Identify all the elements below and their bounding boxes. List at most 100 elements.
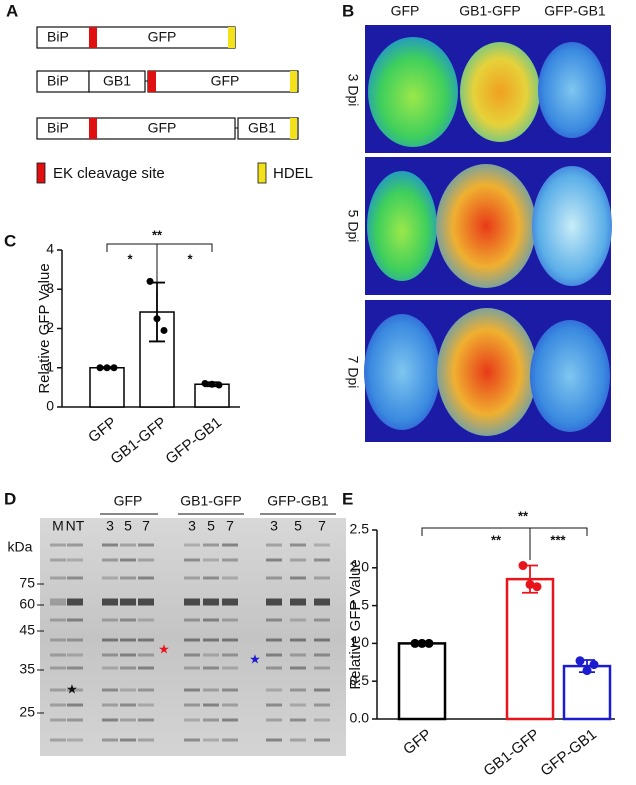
gel-band (50, 738, 66, 742)
gel-band (203, 638, 219, 642)
gel-band (266, 688, 282, 692)
y-tick-label: 0 (46, 398, 54, 414)
y-tick-label: 1 (46, 358, 54, 374)
significance-bracket (421, 527, 588, 536)
gel-band (50, 576, 66, 580)
group-label: GFP (114, 493, 143, 509)
gel-band (203, 543, 219, 547)
timepoint-label: 3 (188, 518, 196, 534)
y-tick-label: 3 (46, 280, 54, 296)
gel-band (50, 688, 66, 692)
y-tick-label: 2 (46, 319, 54, 335)
gel-band (222, 558, 238, 562)
gel-band (50, 618, 66, 622)
row-label: 3 Dpi (345, 74, 361, 107)
gel-band (314, 703, 330, 707)
y-axis-label: Relative GFP Value (347, 559, 364, 689)
gel-band (184, 688, 200, 692)
gel-band (120, 738, 136, 742)
gel-band (203, 618, 219, 622)
gel-band (314, 738, 330, 742)
gel-band (67, 718, 83, 722)
data-point (208, 380, 216, 388)
gel-band (290, 618, 306, 622)
gel-band (138, 688, 154, 692)
gel-band (266, 738, 282, 742)
gel-band (314, 666, 330, 670)
marker-label: 45 (19, 622, 35, 638)
gel-band (184, 666, 200, 670)
data-point (532, 582, 542, 592)
data-point (110, 364, 118, 372)
data-point (417, 638, 427, 648)
data-point (582, 666, 592, 676)
significance-label: *** (550, 532, 566, 547)
data-point (96, 364, 104, 372)
y-tick-label: 4 (46, 241, 54, 257)
gel-band (67, 618, 83, 622)
x-tick-label: GB1-GFP (481, 726, 543, 780)
gel-band (314, 558, 330, 562)
gel-band (50, 718, 66, 722)
marker-label: 75 (19, 575, 35, 591)
construct-diagram: BiP GFP BiP GB1 GFP BiP GFP GB1 EK cleav… (36, 26, 313, 184)
gel-band (222, 703, 238, 707)
domain-label: BiP (47, 73, 69, 89)
significance-bracket (106, 243, 213, 252)
significance-label: ** (152, 227, 163, 242)
x-tick-label: GFP-GB1 (163, 414, 225, 468)
data-point (424, 638, 434, 648)
panel-label: E (342, 489, 353, 508)
bar (397, 642, 447, 721)
band-star: ★ (158, 641, 170, 656)
gel-band (50, 543, 66, 547)
domain-label: BiP (47, 120, 69, 136)
gel-band (138, 576, 154, 580)
domain-label: GB1 (248, 120, 276, 136)
data-point (575, 656, 585, 666)
marker-label: 25 (19, 704, 35, 720)
gel-band (120, 666, 136, 670)
timepoint-label: 7 (142, 518, 150, 534)
gel-band (290, 576, 306, 580)
y-tick-label: 1.0 (350, 634, 370, 650)
gel-band (222, 576, 238, 580)
timepoint-label: 7 (226, 518, 234, 534)
gel-band (138, 703, 154, 707)
gel-band (184, 738, 200, 742)
band-star: ★ (66, 681, 78, 696)
gel-image: M NT GFP GB1-GFP GFP-GB1 kDa 3 5 7 3 5 7 3 5 775… (8, 493, 346, 756)
marker-label: 60 (19, 596, 35, 612)
gel-band (120, 618, 136, 622)
gel-band (290, 718, 306, 722)
gel-band (120, 718, 136, 722)
timepoint-label: 5 (294, 518, 302, 534)
gel-band (266, 718, 282, 722)
gel-band (50, 558, 66, 562)
data-point (201, 379, 209, 387)
gel-band (120, 598, 136, 606)
data-point (525, 579, 535, 589)
data-point (103, 364, 111, 372)
gel-band (203, 653, 219, 657)
gel-band (120, 703, 136, 707)
gel-band (222, 738, 238, 742)
y-tick-label: 0.5 (350, 672, 370, 688)
gel-band (222, 638, 238, 642)
gel-band (102, 638, 118, 642)
significance-label: * (127, 251, 133, 266)
gel-band (290, 543, 306, 547)
gel-band (50, 666, 66, 670)
significance-label: * (187, 251, 193, 266)
leaf-images: GFP GB1-GFP GFP-GB1 3 Dpi 5 Dpi 7 Dpi (345, 3, 612, 442)
gel-band (266, 543, 282, 547)
gel-band (102, 718, 118, 722)
gel-band (67, 688, 83, 692)
gel-band (67, 703, 83, 707)
gel-band (290, 638, 306, 642)
gel-band (50, 653, 66, 657)
row-label: 7 Dpi (345, 356, 361, 389)
row-label: 5 Dpi (345, 210, 361, 243)
gel-band (203, 703, 219, 707)
